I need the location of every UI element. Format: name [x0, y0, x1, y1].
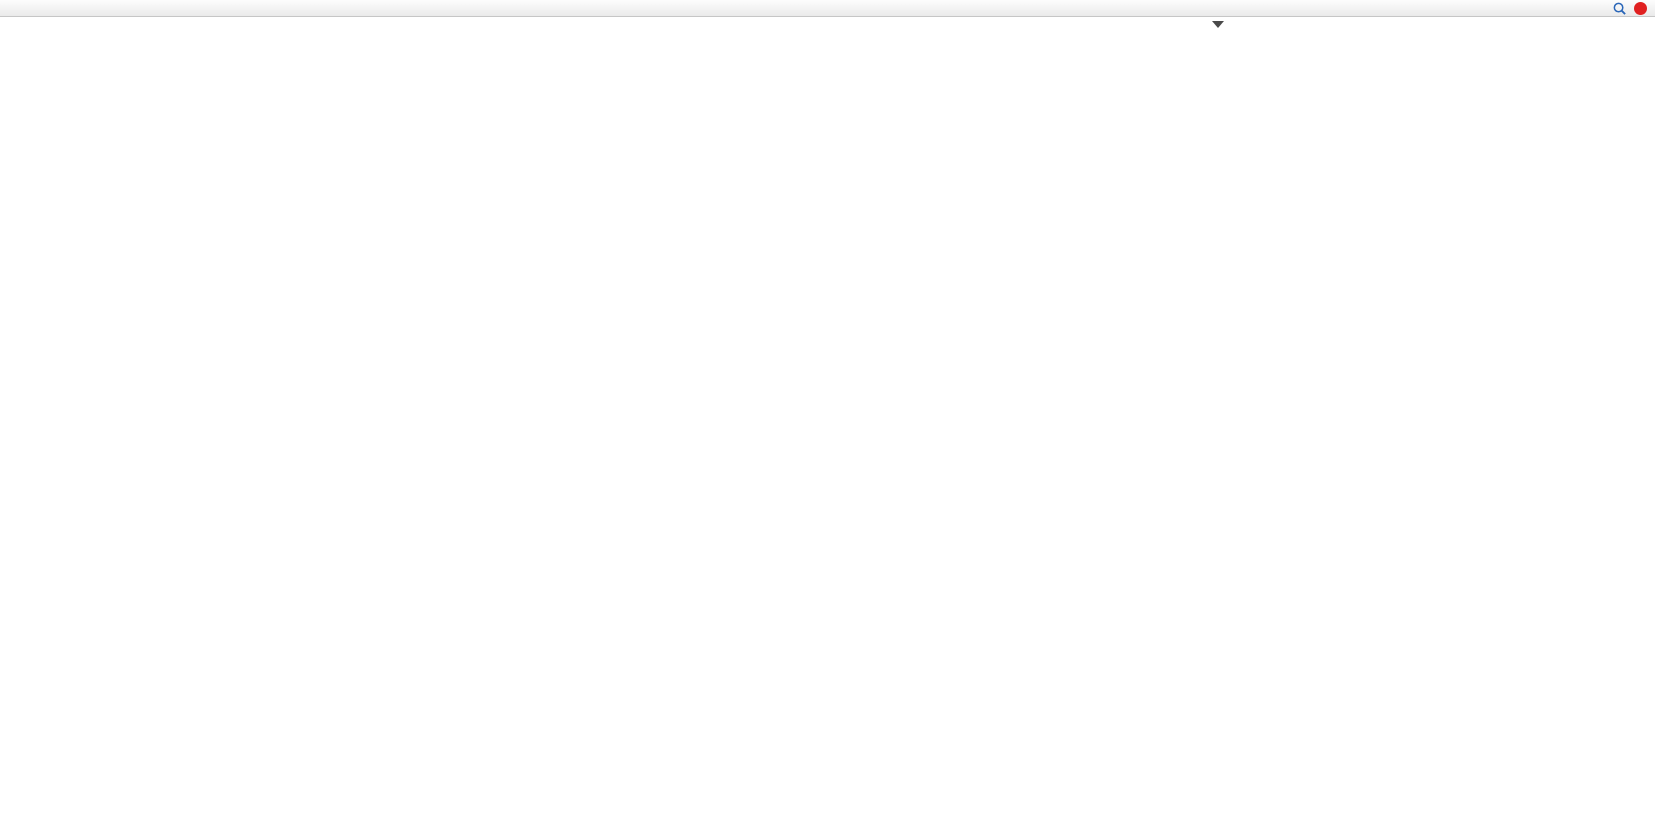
toolbar-right	[1610, 0, 1652, 16]
chart-shift-marker[interactable]	[1212, 21, 1224, 28]
notification-badge[interactable]	[1634, 1, 1647, 15]
toolbar	[0, 0, 1655, 17]
search-icon[interactable]	[1610, 0, 1629, 16]
